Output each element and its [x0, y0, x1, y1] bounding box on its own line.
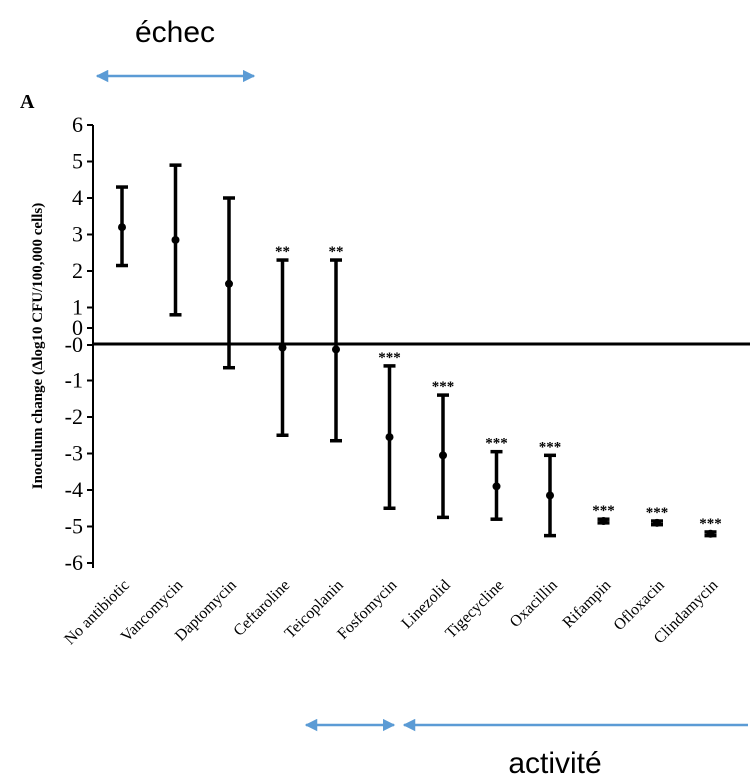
significance-label: ** [329, 244, 344, 260]
error-bar: *** [539, 439, 562, 538]
panel-label: A [20, 91, 35, 113]
x-category-label: Linezolid [398, 577, 453, 632]
x-category-label: Oxacillin [507, 577, 561, 631]
y-tick-label: -2 [65, 404, 83, 429]
activite-label: activité [508, 747, 601, 780]
error-bar [169, 163, 182, 317]
x-category-label: Ofloxacin [611, 577, 668, 634]
significance-label: ** [275, 244, 290, 260]
mean-point [439, 451, 447, 460]
mean-point [492, 482, 501, 491]
error-bar [223, 196, 235, 370]
y-axis-label: Inoculum change (Δlog10 CFU/100,000 cell… [30, 203, 46, 489]
y-tick-label: -4 [65, 477, 83, 502]
x-category-label: Tigecycline [442, 577, 507, 642]
error-bar: ** [329, 244, 344, 443]
y-tick-label: 0 [72, 315, 83, 340]
y-tick-label: -0 [65, 332, 83, 357]
mean-point [599, 517, 608, 526]
error-bar: *** [485, 436, 508, 521]
mean-point [385, 433, 394, 442]
error-bar: *** [699, 516, 722, 538]
error-bar: *** [432, 379, 455, 520]
mean-point [332, 345, 340, 354]
mean-point [278, 343, 287, 352]
mean-point [118, 223, 126, 232]
mean-point [706, 529, 715, 538]
y-tick-label: 4 [72, 185, 83, 210]
significance-label: *** [432, 379, 455, 395]
significance-label: *** [539, 439, 562, 455]
y-tick-label: -1 [65, 368, 83, 393]
y-tick-label: -6 [65, 550, 83, 575]
y-tick-label: 6 [72, 112, 83, 137]
y-tick-label: 5 [72, 149, 83, 174]
y-tick-label: -3 [65, 441, 83, 466]
significance-label: *** [646, 505, 669, 521]
significance-label: *** [485, 436, 508, 452]
x-category-label: Rifampin [560, 577, 615, 632]
y-tick-label: 3 [72, 222, 83, 247]
significance-label: *** [699, 516, 722, 532]
y-tick-label: -5 [65, 514, 83, 539]
echec-label: échec [135, 16, 215, 49]
y-tick-label: 1 [72, 295, 83, 320]
y-tick-label: 2 [72, 258, 83, 283]
mean-point [653, 518, 661, 527]
error-bar: *** [646, 505, 669, 527]
error-bar [116, 185, 128, 268]
significance-label: *** [592, 503, 615, 519]
significance-label: *** [378, 350, 401, 366]
mean-point [546, 491, 554, 500]
error-bar: *** [378, 350, 401, 510]
error-bar: ** [275, 244, 290, 437]
error-bar: *** [592, 503, 615, 526]
mean-point [225, 279, 233, 288]
mean-point [171, 235, 180, 244]
